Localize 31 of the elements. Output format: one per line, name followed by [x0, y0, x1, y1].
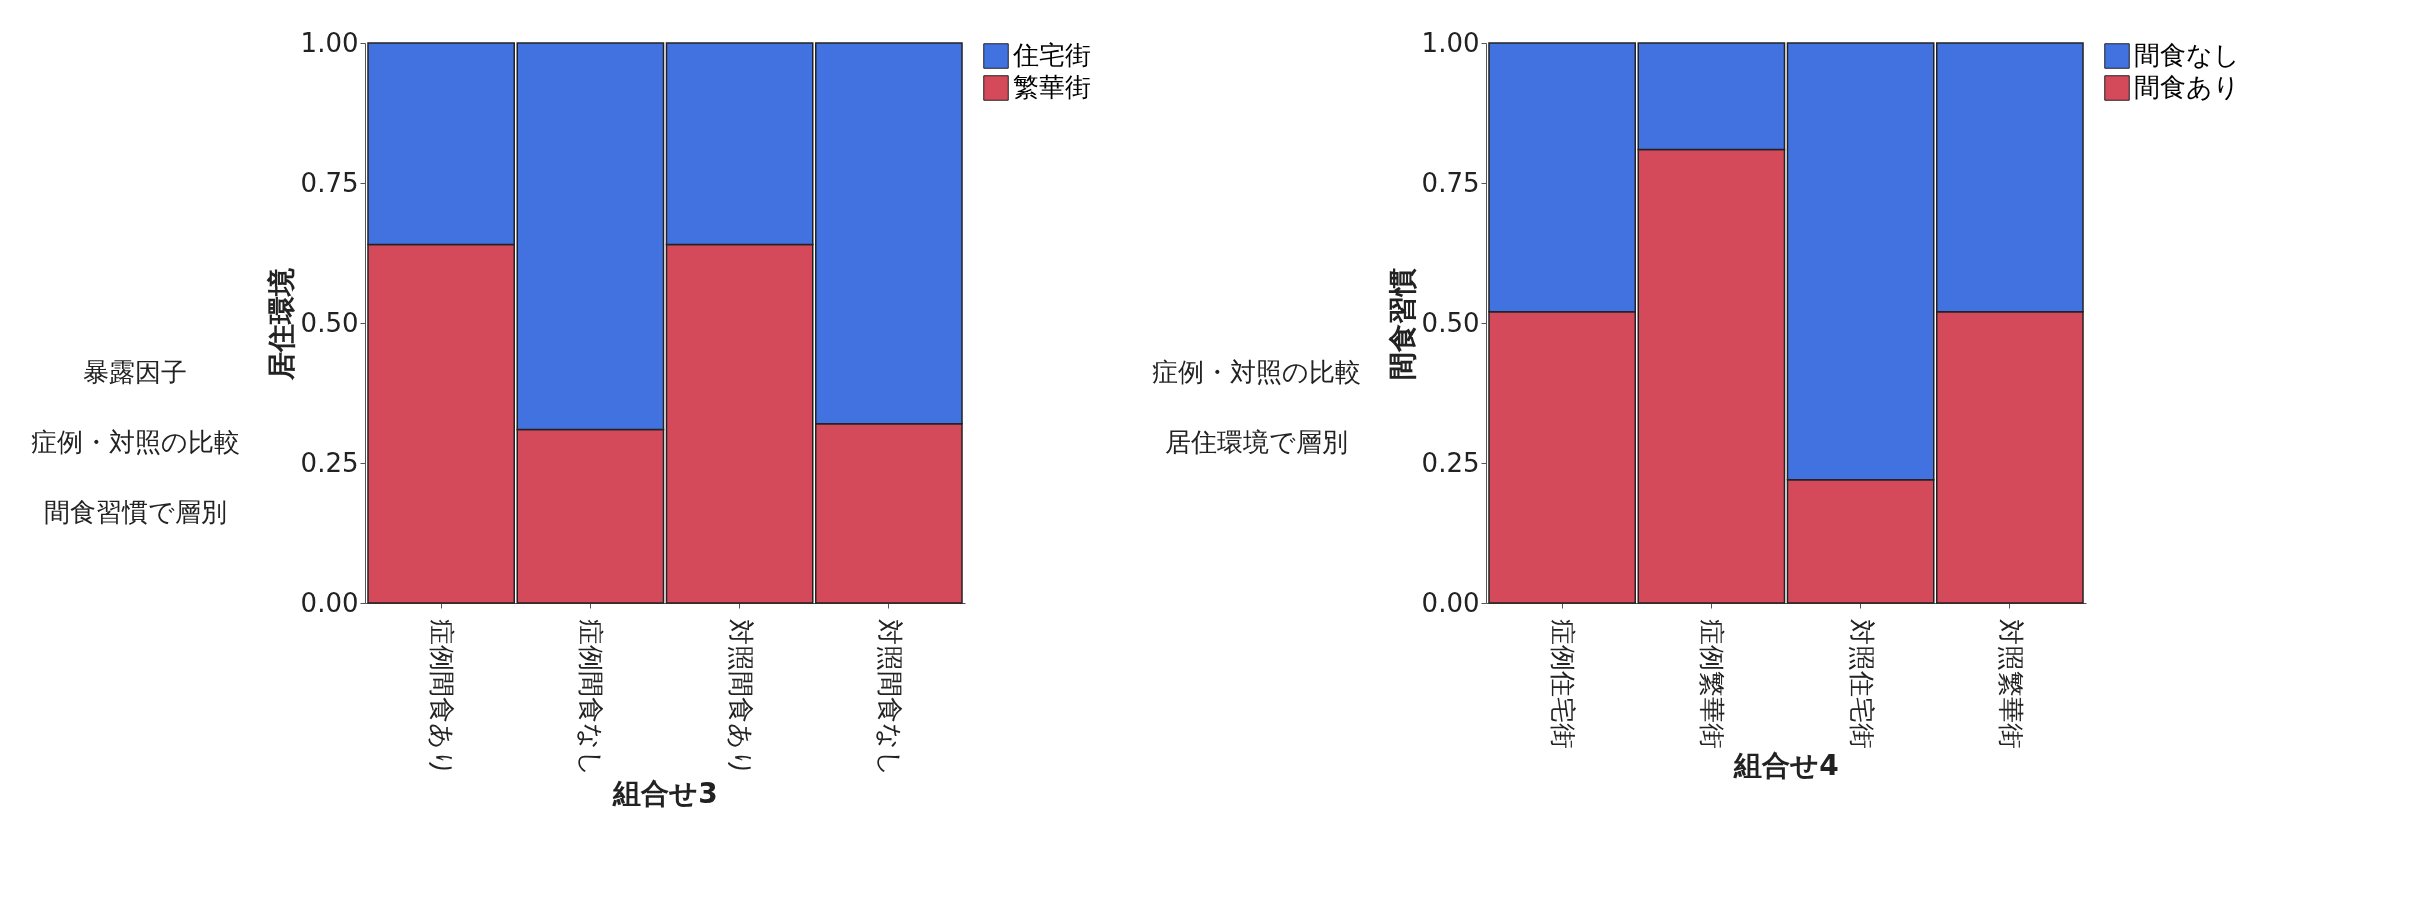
legend-label: 住宅街 — [1012, 40, 1091, 70]
legend-label: 間食あり — [2134, 72, 2240, 102]
y-tick-label: 0.50 — [1421, 307, 1480, 338]
y-tick-label: 1.00 — [1421, 27, 1480, 58]
x-axis-title: 組合せ3 — [612, 776, 718, 810]
text: 暴露因子 — [83, 357, 187, 387]
y-tick-label: 0.50 — [300, 307, 359, 338]
text: 居住環境で層別 — [1164, 427, 1348, 457]
y-tick-label: 0.00 — [300, 587, 359, 618]
y-tick-label: 1.00 — [300, 27, 359, 58]
x-tick-label: 対照繁華街 — [1995, 618, 2026, 749]
x-tick-label: 症例繁華街 — [1697, 618, 1728, 749]
text: 症例・対照の比較 — [1151, 357, 1361, 387]
y-tick-label: 0.00 — [1421, 587, 1480, 618]
legend-label: 繁華街 — [1013, 72, 1091, 102]
x-tick-label: 対照間食あり — [725, 618, 756, 777]
x-tick-label: 症例間食あり — [427, 618, 458, 777]
x-tick-label: 症例間食なし — [576, 618, 607, 777]
y-tick-label: 0.75 — [1421, 167, 1480, 198]
y-tick-label: 0.25 — [300, 447, 359, 478]
y-tick-label: 0.25 — [1421, 447, 1480, 478]
y-tick-label: 0.75 — [300, 167, 359, 198]
y-axis-title: 間食習慣 — [1385, 267, 1419, 380]
x-tick-label: 症例住宅街 — [1548, 618, 1579, 749]
x-tick-label: 対照間食なし — [874, 618, 905, 777]
x-tick-label: 対照住宅街 — [1846, 618, 1877, 749]
x-axis-title: 組合せ4 — [1733, 748, 1839, 782]
text: 症例・対照の比較 — [30, 427, 240, 457]
text: 間食習慣で層別 — [43, 497, 227, 527]
legend-label: 間食なし — [2134, 40, 2240, 70]
y-axis-title: 居住環境 — [264, 267, 298, 381]
